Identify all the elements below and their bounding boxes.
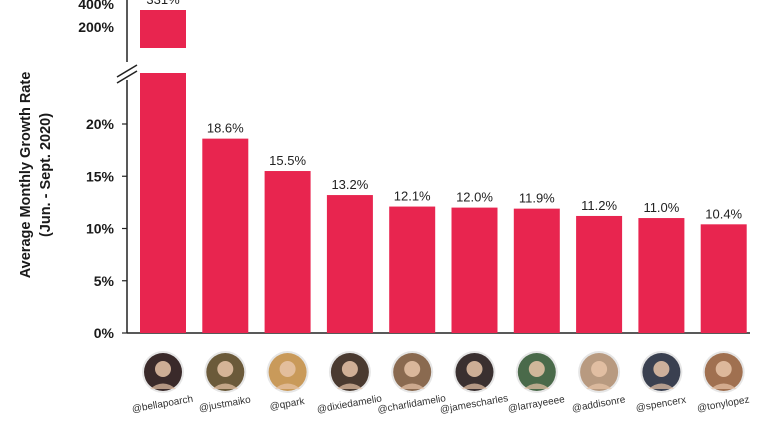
y-axis-label: Average Monthly Growth Rate (Jun. - Sept…	[18, 72, 54, 279]
avatars: @bellapoarch @justmaiko @qpark @dixiedameli…	[131, 351, 750, 416]
bar-justmaiko	[202, 138, 249, 333]
avatar-shoulders	[648, 383, 675, 389]
avatar-justmaiko: @justmaiko	[198, 351, 252, 415]
data-label: 13.2%	[331, 177, 368, 192]
avatar-shoulders	[586, 383, 613, 389]
bar-larrayeeee	[513, 208, 560, 333]
avatar-charlidamelio: @charlidamelio	[377, 351, 447, 416]
y-tick-label: 15%	[86, 168, 115, 184]
avatar-shoulders	[212, 383, 239, 389]
bar-bellapoarch	[140, 73, 186, 333]
avatar-jamescharles: @jamescharles	[439, 351, 509, 416]
y-axis-label-line1: Average Monthly Growth Rate	[18, 72, 34, 279]
y-tick-label: 5%	[94, 273, 115, 289]
bar-bellapoarch-upper	[140, 10, 186, 48]
y-axis-label-line2: (Jun. - Sept. 2020)	[38, 113, 54, 237]
avatar-shoulders	[150, 383, 176, 389]
y-tick-label: 200%	[78, 19, 114, 35]
bars	[140, 10, 747, 333]
data-label: 331%	[146, 0, 180, 7]
avatar-face	[591, 361, 608, 377]
avatar-shoulders	[274, 383, 301, 389]
y-tick-label: 20%	[86, 116, 115, 132]
data-label: 12.0%	[456, 190, 493, 205]
handle-label: @jamescharles	[439, 393, 509, 416]
handle-label: @charlidamelio	[377, 393, 447, 416]
avatar-face	[528, 361, 545, 377]
handle-label: @spencerx	[635, 395, 687, 415]
avatar-addisonre: @addisonre	[571, 351, 627, 415]
handle-label: @larrayeeee	[507, 394, 566, 415]
avatar-shoulders	[710, 383, 737, 389]
data-label: 15.5%	[269, 153, 306, 168]
data-label: 11.9%	[519, 191, 555, 206]
bar-addisonre	[576, 215, 623, 333]
y-tick-label: 10%	[86, 221, 115, 237]
handle-label: @addisonre	[571, 394, 627, 414]
handle-label: @dixiedamelio	[316, 393, 383, 415]
avatar-face	[279, 361, 296, 377]
axis-break-mark	[116, 64, 138, 78]
bar-dixiedamelio	[326, 195, 373, 333]
avatar-face	[341, 361, 358, 377]
data-label: 12.1%	[394, 189, 431, 204]
bar-jamescharles	[451, 207, 498, 333]
y-tick-labels: 0% 5% 10% 15% 20% 200% 400%	[78, 0, 114, 341]
avatar-face	[155, 361, 171, 377]
data-label: 11.0%	[643, 200, 679, 215]
avatar-larrayeeee: @larrayeeee	[507, 351, 566, 415]
handle-label: @qpark	[269, 396, 307, 413]
avatar-dixiedamelio: @dixiedamelio	[316, 351, 383, 416]
avatar-face	[466, 361, 483, 377]
bar-spencerx	[638, 218, 685, 333]
data-label: 18.6%	[207, 121, 244, 136]
bar-tonylopez	[700, 224, 747, 333]
handle-label: @justmaiko	[198, 394, 252, 414]
data-labels: 331% 18.6% 15.5% 13.2% 12.1% 12.0% 11.9% 11.2% 1…	[146, 0, 742, 221]
bar-qpark	[264, 171, 311, 333]
handle-label: @bellapoarch	[131, 394, 194, 416]
y-tick-label: 0%	[94, 325, 115, 341]
data-label: 10.4%	[705, 206, 742, 221]
bar-charlidamelio	[389, 206, 436, 333]
avatar-qpark: @qpark	[266, 351, 309, 413]
avatar-shoulders	[336, 383, 363, 389]
y-tick-label: 400%	[78, 0, 114, 12]
avatar-face	[404, 361, 421, 377]
axis-break-mark	[116, 70, 138, 84]
avatar-spencerx: @spencerx	[635, 351, 687, 414]
avatar-shoulders	[523, 383, 550, 389]
avatar-face	[715, 361, 732, 377]
avatar-tonylopez: @tonylopez	[696, 351, 750, 415]
avatar-face	[217, 361, 234, 377]
data-label: 11.2%	[581, 198, 617, 213]
avatar-shoulders	[399, 383, 426, 389]
avatar-face	[653, 361, 670, 377]
handle-label: @tonylopez	[696, 395, 750, 415]
avatar-shoulders	[461, 383, 488, 389]
avatar-bellapoarch: @bellapoarch	[131, 351, 194, 415]
